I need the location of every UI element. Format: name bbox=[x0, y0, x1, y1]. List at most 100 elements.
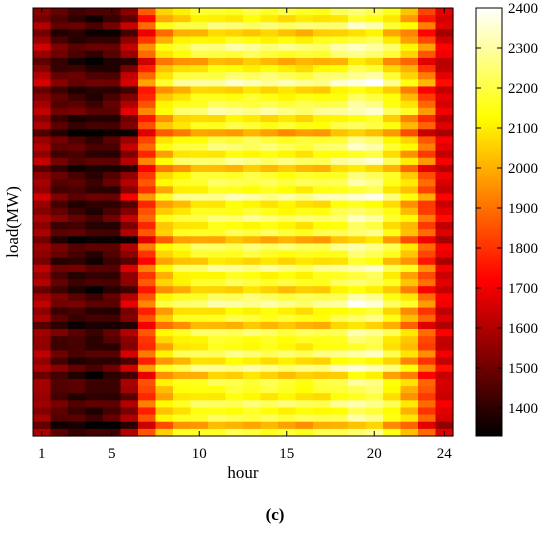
heatmap-cell bbox=[50, 414, 69, 423]
heatmap-cell bbox=[365, 371, 384, 380]
heatmap-cell bbox=[208, 236, 227, 244]
heatmap-cell bbox=[68, 336, 87, 344]
heatmap-cell bbox=[85, 115, 104, 123]
heatmap-cell bbox=[313, 164, 332, 173]
heatmap-cell bbox=[85, 407, 104, 416]
heatmap-cell bbox=[348, 200, 367, 209]
heatmap-cell bbox=[208, 186, 227, 195]
heatmap-cell bbox=[243, 350, 262, 359]
heatmap-cell bbox=[260, 386, 279, 394]
heatmap-cell bbox=[260, 200, 279, 209]
heatmap-cell bbox=[50, 65, 69, 73]
heatmap-cell bbox=[260, 150, 279, 159]
heatmap-cell bbox=[365, 357, 384, 366]
heatmap-cell bbox=[260, 193, 279, 202]
heatmap-cell bbox=[260, 57, 279, 66]
heatmap-cell bbox=[50, 371, 69, 380]
heatmap-cell bbox=[120, 257, 139, 266]
heatmap-cell bbox=[173, 164, 192, 173]
heatmap-cell bbox=[138, 257, 157, 266]
heatmap-cell bbox=[85, 150, 104, 159]
x-axis-label: hour bbox=[227, 463, 259, 482]
heatmap-cell bbox=[225, 193, 244, 202]
heatmap-cell bbox=[138, 428, 157, 437]
heatmap-cell bbox=[50, 236, 69, 244]
heatmap-cell bbox=[400, 129, 419, 137]
heatmap-cell bbox=[243, 36, 262, 45]
heatmap-cell bbox=[68, 421, 87, 430]
heatmap-cell bbox=[208, 8, 227, 16]
heatmap-cell bbox=[435, 350, 454, 359]
heatmap-cell bbox=[295, 343, 314, 351]
heatmap-cell bbox=[435, 200, 454, 209]
heatmap-cell bbox=[225, 343, 244, 351]
heatmap-cell bbox=[365, 271, 384, 280]
heatmap-cell bbox=[33, 279, 52, 287]
heatmap-cell bbox=[435, 257, 454, 266]
heatmap-cell bbox=[330, 36, 349, 45]
heatmap-cell bbox=[278, 236, 297, 244]
heatmap-cell bbox=[138, 100, 157, 109]
heatmap-cell bbox=[383, 179, 402, 187]
heatmap-cell bbox=[400, 386, 419, 394]
heatmap-cell bbox=[243, 321, 262, 330]
heatmap-cell bbox=[260, 321, 279, 330]
heatmap-cell bbox=[68, 150, 87, 159]
heatmap-cell bbox=[120, 100, 139, 109]
heatmap-cell bbox=[400, 286, 419, 294]
heatmap-cell bbox=[260, 129, 279, 137]
heatmap-cell bbox=[120, 314, 139, 323]
heatmap-cell bbox=[155, 207, 174, 216]
heatmap-cell bbox=[190, 93, 209, 102]
heatmap-cell bbox=[348, 36, 367, 45]
heatmap-cell bbox=[278, 143, 297, 152]
heatmap-cell bbox=[190, 257, 209, 266]
heatmap-cell bbox=[313, 286, 332, 294]
heatmap-cell bbox=[33, 371, 52, 380]
heatmap-cell bbox=[33, 307, 52, 316]
heatmap-cell bbox=[365, 222, 384, 230]
heatmap-cell bbox=[85, 136, 104, 145]
heatmap-cell bbox=[400, 115, 419, 123]
heatmap-cell bbox=[278, 271, 297, 280]
heatmap-cell bbox=[313, 157, 332, 166]
heatmap-cell bbox=[68, 378, 87, 387]
heatmap-cell bbox=[208, 157, 227, 166]
heatmap-cell bbox=[50, 164, 69, 173]
heatmap-cell bbox=[365, 15, 384, 23]
heatmap-cell bbox=[120, 264, 139, 273]
heatmap-cell bbox=[103, 50, 122, 59]
heatmap-cell bbox=[348, 57, 367, 66]
heatmap-cell bbox=[330, 164, 349, 173]
heatmap-cell bbox=[120, 300, 139, 309]
heatmap-cell bbox=[383, 407, 402, 416]
heatmap-cell bbox=[103, 343, 122, 351]
heatmap-cell bbox=[208, 264, 227, 273]
heatmap-cell bbox=[260, 122, 279, 130]
heatmap-cell bbox=[190, 407, 209, 416]
heatmap-cell bbox=[348, 8, 367, 16]
heatmap-cell bbox=[155, 229, 174, 237]
heatmap-cell bbox=[225, 214, 244, 223]
heatmap-cell bbox=[383, 393, 402, 401]
heatmap-cell bbox=[138, 321, 157, 330]
heatmap-cell bbox=[103, 286, 122, 294]
heatmap-cell bbox=[400, 107, 419, 116]
heatmap-cell bbox=[435, 279, 454, 287]
heatmap-cell bbox=[313, 257, 332, 266]
heatmap-cell bbox=[260, 343, 279, 351]
heatmap-cell bbox=[348, 293, 367, 302]
heatmap-cell bbox=[330, 157, 349, 166]
heatmap-cell bbox=[173, 129, 192, 137]
heatmap-cell bbox=[278, 243, 297, 252]
heatmap-cell bbox=[295, 22, 314, 30]
heatmap-cell bbox=[155, 300, 174, 309]
heatmap-cell bbox=[155, 179, 174, 187]
heatmap-cell bbox=[278, 36, 297, 45]
heatmap-cell bbox=[330, 414, 349, 423]
heatmap-cell bbox=[313, 307, 332, 316]
heatmap-cell bbox=[50, 293, 69, 302]
heatmap-cell bbox=[85, 172, 104, 180]
heatmap-cell bbox=[155, 414, 174, 423]
heatmap-cell bbox=[120, 336, 139, 344]
